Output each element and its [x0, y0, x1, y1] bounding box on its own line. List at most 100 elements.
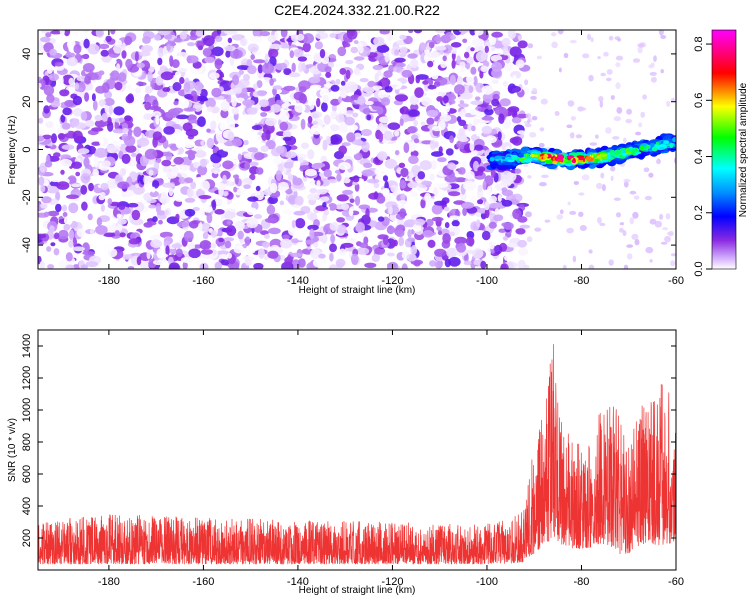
- noise-blob: [336, 262, 344, 269]
- noise-blob: [374, 157, 380, 164]
- noise-blob: [322, 202, 327, 208]
- noise-blob: [524, 211, 532, 218]
- noise-blob: [387, 122, 401, 130]
- noise-blob: [305, 239, 315, 245]
- noise-blob: [637, 46, 643, 54]
- noise-blob: [503, 46, 509, 56]
- noise-blob: [429, 173, 435, 181]
- noise-blob: [272, 85, 283, 90]
- noise-blob: [670, 260, 676, 267]
- noise-blob: [92, 168, 99, 177]
- noise-blob: [625, 118, 632, 124]
- noise-blob: [491, 31, 503, 38]
- noise-blob: [403, 142, 410, 154]
- noise-blob: [338, 248, 347, 256]
- noise-blob: [343, 42, 351, 48]
- noise-blob: [50, 242, 56, 247]
- spectrogram-heat-layer: [38, 30, 676, 269]
- noise-blob: [336, 173, 342, 182]
- noise-blob: [139, 50, 151, 57]
- noise-blob: [164, 97, 171, 103]
- noise-blob: [626, 253, 633, 260]
- noise-blob: [38, 117, 44, 124]
- noise-blob: [515, 59, 525, 69]
- noise-blob: [642, 94, 647, 100]
- noise-blob: [468, 85, 474, 94]
- noise-blob: [183, 230, 194, 242]
- noise-blob: [202, 232, 209, 240]
- noise-blob: [254, 214, 262, 219]
- noise-blob: [434, 248, 447, 257]
- noise-blob: [373, 36, 385, 46]
- noise-blob: [586, 33, 592, 41]
- noise-blob: [623, 137, 627, 144]
- noise-blob: [148, 105, 162, 111]
- noise-blob: [67, 40, 73, 48]
- noise-blob: [346, 238, 357, 244]
- noise-blob: [293, 91, 305, 101]
- noise-blob: [512, 74, 517, 84]
- noise-blob: [477, 166, 486, 173]
- noise-blob: [354, 195, 361, 206]
- noise-blob: [581, 174, 590, 181]
- noise-blob: [449, 231, 455, 237]
- noise-blob: [219, 121, 229, 131]
- snr-frame: [37, 329, 677, 571]
- noise-blob: [344, 116, 355, 126]
- noise-blob: [451, 59, 456, 69]
- noise-blob: [632, 211, 639, 219]
- noise-blob: [51, 133, 57, 144]
- noise-blob: [472, 118, 479, 126]
- noise-blob: [511, 117, 522, 124]
- noise-blob: [570, 116, 577, 121]
- noise-blob: [379, 30, 390, 35]
- noise-blob: [436, 226, 442, 232]
- noise-blob: [119, 232, 126, 238]
- noise-blob: [346, 132, 356, 143]
- noise-blob: [610, 175, 614, 182]
- noise-blob: [517, 239, 528, 248]
- noise-blob: [255, 114, 260, 124]
- noise-blob: [616, 212, 621, 218]
- noise-blob: [582, 53, 590, 59]
- noise-blob: [278, 110, 290, 122]
- noise-blob: [382, 187, 390, 196]
- noise-blob: [283, 85, 296, 92]
- snr-x-tick-label: -100: [476, 576, 498, 588]
- noise-blob: [421, 97, 432, 107]
- noise-blob: [399, 118, 404, 126]
- noise-blob: [664, 235, 671, 243]
- noise-blob: [442, 233, 451, 244]
- noise-blob: [95, 225, 108, 235]
- signal-blob: [669, 143, 674, 148]
- noise-blob: [456, 55, 461, 65]
- noise-blob: [410, 140, 416, 152]
- noise-blob: [606, 69, 613, 75]
- signal-blob: [533, 154, 539, 157]
- noise-blob: [64, 99, 75, 107]
- noise-blob: [374, 167, 388, 176]
- noise-blob: [118, 117, 125, 123]
- noise-blob: [199, 262, 209, 269]
- noise-blob: [470, 66, 477, 75]
- noise-blob: [282, 96, 292, 104]
- noise-blob: [302, 33, 315, 44]
- noise-blob: [579, 225, 587, 231]
- noise-blob: [531, 116, 538, 121]
- noise-blob: [503, 61, 513, 72]
- noise-blob: [231, 107, 239, 115]
- noise-blob: [315, 189, 328, 195]
- noise-blob: [524, 79, 529, 86]
- noise-blob: [104, 104, 109, 114]
- noise-blob: [210, 120, 217, 131]
- noise-blob: [108, 105, 114, 115]
- signal-blob: [573, 157, 576, 162]
- spectrogram-y-tick-label: -20: [21, 189, 33, 205]
- noise-blob: [330, 110, 338, 120]
- noise-blob: [219, 253, 228, 259]
- noise-blob: [433, 81, 441, 87]
- noise-blob: [551, 32, 557, 37]
- noise-blob: [203, 206, 213, 213]
- noise-blob: [650, 76, 657, 83]
- noise-blob: [152, 216, 158, 223]
